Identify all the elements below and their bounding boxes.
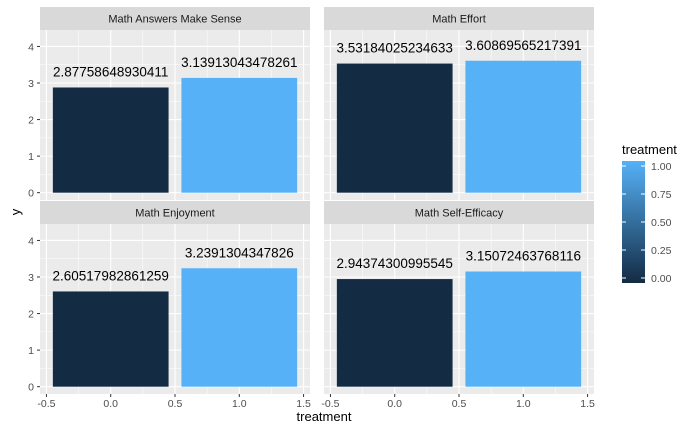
bar [336, 63, 453, 193]
x-tick-label: -0.5 [37, 398, 55, 410]
facet-strip [40, 201, 310, 224]
x-tick-label: 1.5 [580, 398, 595, 410]
bar [336, 279, 453, 387]
y-tick-label: 4 [28, 235, 34, 247]
legend-label: 0.25 [651, 245, 672, 257]
data-label: 3.13913043478261 [181, 55, 297, 70]
x-tick-label: 1.0 [232, 398, 247, 410]
bar [52, 87, 169, 193]
x-tick-label: 1.0 [516, 398, 531, 410]
facet-title: Math Enjoyment [135, 208, 214, 220]
data-label: 2.87758648930411 [53, 64, 168, 79]
data-label: 3.2391304347826 [185, 245, 294, 260]
bar [52, 291, 169, 387]
y-tick-label: 2 [28, 115, 34, 127]
y-tick-label: 0 [28, 188, 34, 200]
data-label: 2.94374300995545 [337, 256, 453, 271]
legend-label: 0.00 [651, 273, 672, 285]
legend-label: 1.00 [651, 161, 672, 173]
facet-strip [324, 7, 594, 30]
facet-title: Math Answers Make Sense [108, 14, 241, 26]
facet-strip [324, 201, 594, 224]
x-tick-label: 0.5 [452, 398, 467, 410]
y-tick-label: 4 [28, 41, 34, 53]
y-tick-label: 2 [28, 309, 34, 321]
facet-title: Math Self-Efficacy [415, 208, 504, 220]
data-label: 2.60517982861259 [53, 268, 169, 283]
bar [465, 60, 582, 193]
bar [181, 268, 298, 387]
y-tick-label: 1 [28, 151, 34, 163]
y-axis-title: y [8, 208, 23, 215]
data-label: 3.15072463768116 [466, 249, 581, 264]
x-tick-label: 0.5 [168, 398, 183, 410]
bar [465, 271, 582, 387]
facet-strip [40, 7, 310, 30]
data-label: 3.60869565217391 [465, 38, 581, 53]
legend-title: treatment [622, 142, 677, 157]
x-tick-label: 0.0 [103, 398, 118, 410]
x-tick-label: 0.0 [387, 398, 402, 410]
data-label: 3.53184025234633 [337, 41, 453, 56]
legend-colorbar [622, 161, 645, 283]
legend-label: 0.50 [651, 217, 672, 229]
legend-label: 0.75 [651, 189, 672, 201]
facet-title: Math Effort [432, 14, 486, 26]
y-tick-label: 1 [28, 345, 34, 357]
bar [181, 77, 298, 193]
x-axis-title: treatment [297, 409, 352, 424]
y-tick-label: 3 [28, 272, 34, 284]
x-tick-label: 1.5 [296, 398, 311, 410]
x-tick-label: -0.5 [321, 398, 339, 410]
y-tick-label: 0 [28, 382, 34, 394]
y-tick-label: 3 [28, 78, 34, 90]
